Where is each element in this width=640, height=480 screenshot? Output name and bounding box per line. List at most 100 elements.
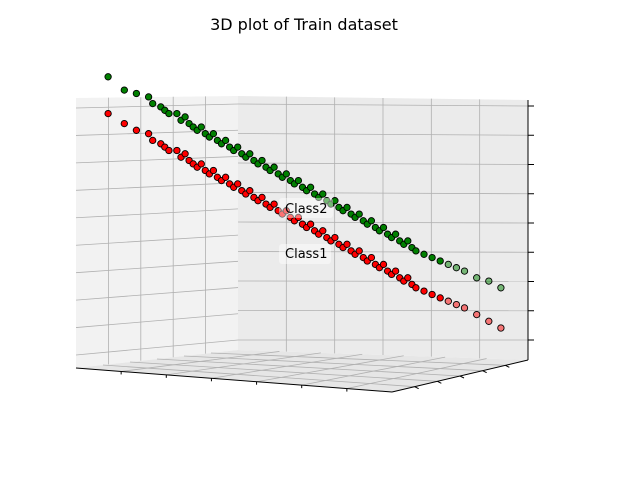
class1-point [258,193,266,202]
y-tick [437,380,442,384]
class2-point [282,170,290,178]
gridline [156,358,461,377]
class2-point [379,223,388,232]
class1-point [391,267,400,275]
class1-point [319,227,327,235]
scatter-points [104,73,505,332]
y-tick [482,370,487,374]
class2-point [132,89,141,98]
gridline [75,234,239,246]
class1-point [173,146,181,155]
class1-point [452,300,461,309]
class2-label: Class2 [285,202,327,217]
class2-point [144,93,153,101]
class1-point [444,297,452,305]
class1-label: Class1 [285,247,327,262]
gridline [183,355,483,372]
gridlines [75,96,529,389]
class2-point [246,150,254,158]
class2-point [412,247,420,255]
class2-point [367,217,376,225]
y-tick [459,375,465,379]
class1-point [436,294,444,302]
class-annotations: Class2 Class1 [279,198,333,264]
class1-point [379,260,388,269]
gridline [210,352,506,366]
class1-point [355,247,363,255]
class1-point [234,180,242,188]
gridline [75,339,239,356]
class2-point [104,73,112,81]
class1-point [132,126,141,134]
gridline [75,287,239,301]
class2-point [306,183,315,191]
class2-point [355,210,363,218]
class2-point [497,284,505,292]
y-tick [414,386,419,390]
class1-point [149,136,157,145]
class2-point [173,109,181,118]
class1-point [460,304,469,312]
class1-label-box [279,244,331,264]
class1-point [104,109,112,118]
class1-point [197,160,205,168]
class1-point [181,150,189,158]
class2-point [258,156,266,165]
class2-point [331,197,339,205]
class2-point [460,267,469,275]
class2-point [391,230,400,238]
chart-title: 3D plot of Train dataset [210,15,398,34]
class2-point [181,113,189,121]
class2-point [120,86,128,94]
class2-point [165,109,173,118]
gridline [75,313,239,328]
class1-point [343,240,351,248]
class1-point [294,213,303,222]
y-tick [505,364,510,368]
class2-point [319,190,327,198]
class2-point [209,130,218,138]
class2-point [197,123,205,131]
gridline [75,103,239,109]
class1-point [282,207,290,215]
class2-point [452,264,461,272]
gridline [75,182,239,191]
gridline [75,208,239,219]
class1-point [485,317,493,325]
class1-point [428,290,436,299]
gridline [75,260,239,274]
class1-point [497,324,505,332]
class2-point [436,257,444,265]
class1-point [209,166,218,175]
class2-point [428,253,436,262]
class1-point [367,253,376,262]
class2-point [221,136,230,145]
class2-point [473,274,481,282]
class1-point [404,274,412,282]
class2-point [294,176,303,185]
class2-point [270,163,278,171]
class2-label-box [279,198,333,218]
axis-ticks [120,105,534,392]
class1-point [120,119,128,128]
class1-point [246,187,254,195]
class1-point [270,200,278,208]
class2-point [343,203,351,212]
gridline [75,156,239,164]
x-axis-line [75,367,393,393]
class1-point [331,233,339,242]
class2-point [149,99,157,108]
class2-point [485,277,493,285]
class2-point [404,237,412,245]
class1-point [420,287,428,295]
class1-point [473,310,481,319]
class2-point [234,143,242,151]
class1-point [412,284,420,292]
class2-point [420,250,428,258]
gridline [129,361,438,382]
class1-point [144,130,153,138]
class2-point [444,260,452,269]
class1-point [306,220,315,228]
class1-point [221,173,230,181]
